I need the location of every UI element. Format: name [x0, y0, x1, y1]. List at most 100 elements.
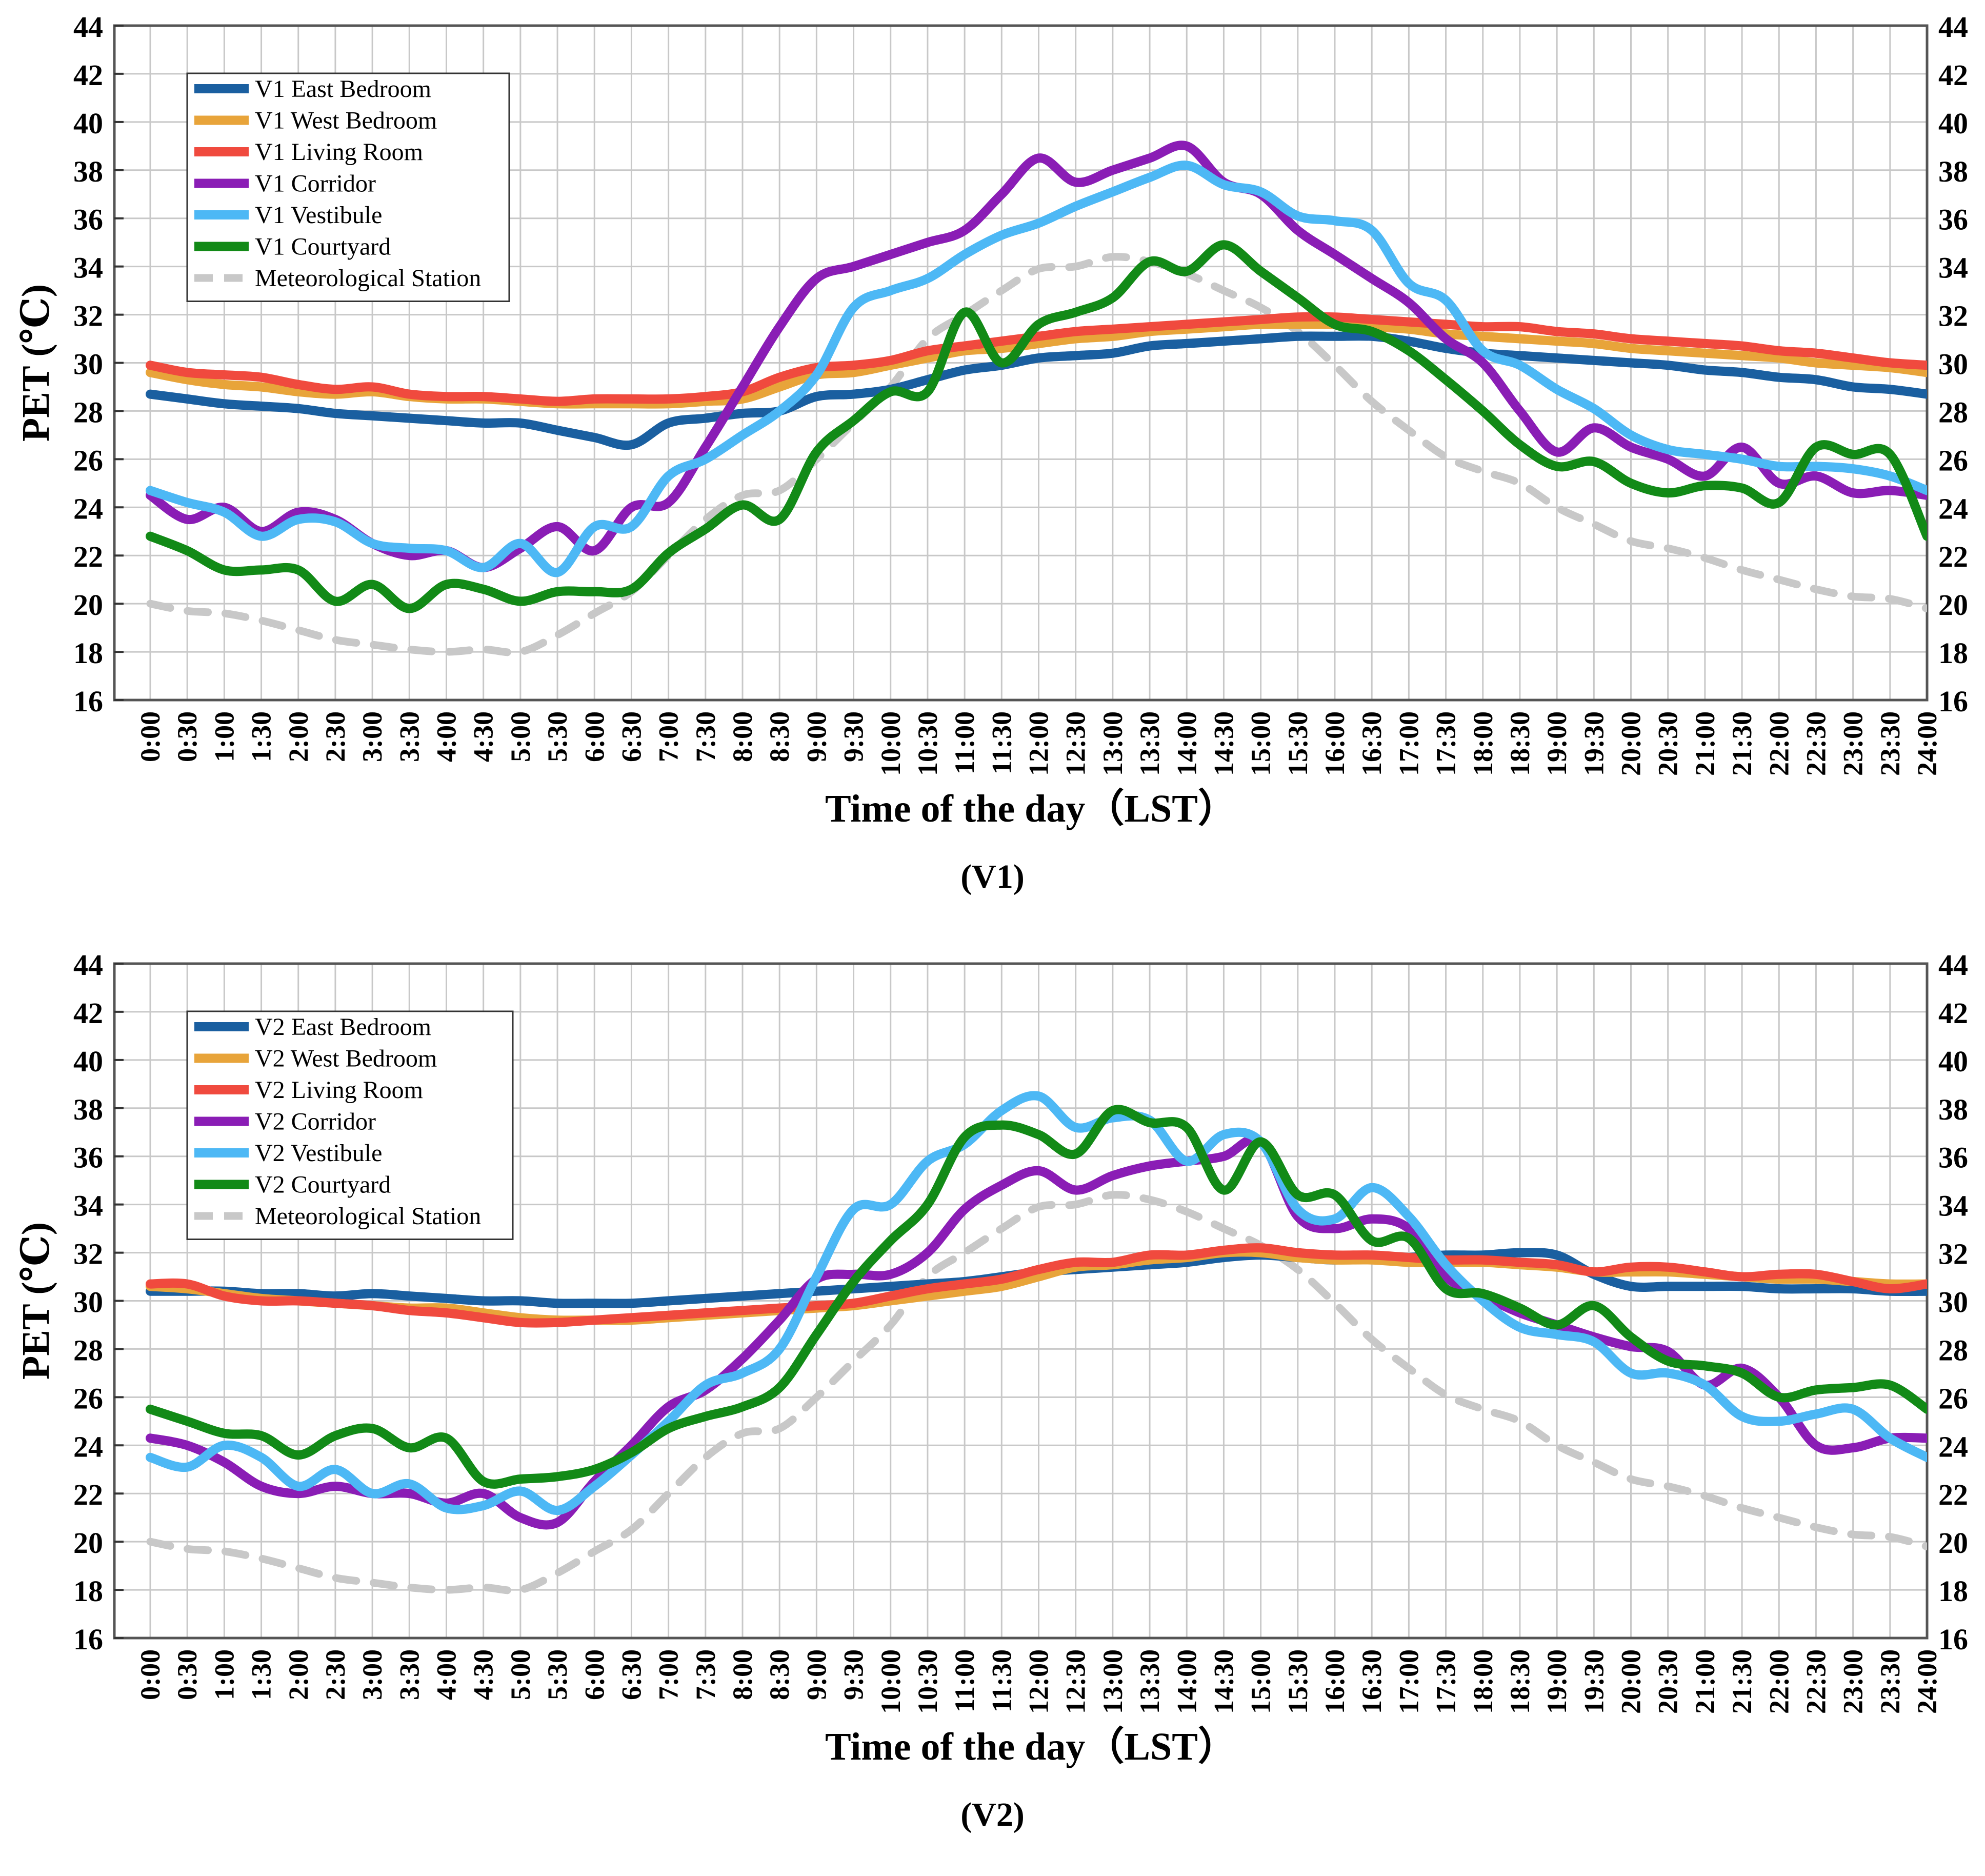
y-tick-label-right: 32	[1938, 1238, 1968, 1271]
x-tick-label: 4:00	[431, 1649, 462, 1700]
legend-label: V2 Living Room	[255, 1076, 423, 1104]
x-tick-label: 1:30	[246, 711, 277, 762]
chart-caption-v2: (V2)	[960, 1796, 1025, 1833]
x-tick-label: 5:00	[505, 1649, 536, 1700]
y-tick-label-right: 24	[1938, 492, 1968, 525]
x-tick-label: 16:00	[1319, 1649, 1350, 1714]
x-tick-label: 3:30	[394, 1649, 425, 1700]
x-tick-label: 20:30	[1653, 1649, 1683, 1714]
x-tick-label: 2:30	[320, 711, 351, 762]
x-tick-label: 22:00	[1763, 1649, 1794, 1714]
y-tick-label-left: 38	[73, 1093, 103, 1126]
x-tick-label: 9:30	[838, 1649, 869, 1700]
x-tick-label: 22:00	[1763, 711, 1794, 776]
legend-label: V1 Corridor	[255, 170, 376, 197]
x-tick-label: 1:00	[209, 711, 239, 762]
y-tick-label-left: 34	[73, 1189, 103, 1223]
x-tick-label: 19:30	[1578, 1649, 1609, 1714]
series-line-v1-living-room	[146, 312, 1927, 406]
x-tick-label: 7:00	[653, 1649, 684, 1700]
x-tick-label: 0:30	[172, 1649, 203, 1700]
x-tick-label: 0:00	[135, 711, 166, 762]
y-tick-label-left: 26	[73, 1382, 103, 1415]
x-tick-label: 12:30	[1060, 711, 1091, 776]
x-tick-label: 20:00	[1616, 1649, 1647, 1714]
y-tick-label-right: 44	[1938, 948, 1968, 982]
y-tick-label-left: 24	[73, 1430, 103, 1463]
y-tick-label-right: 36	[1938, 1141, 1968, 1174]
x-tick-label: 1:30	[246, 1649, 277, 1700]
y-tick-label-left: 18	[73, 636, 103, 670]
x-tick-label: 20:30	[1653, 711, 1683, 776]
y-tick-label-left: 28	[73, 1333, 103, 1367]
x-tick-label: 15:30	[1282, 711, 1313, 776]
y-tick-label-left: 40	[73, 107, 103, 140]
x-tick-label: 11:30	[986, 711, 1017, 774]
x-tick-label: 23:00	[1838, 711, 1869, 776]
y-tick-label-right: 40	[1938, 1045, 1968, 1078]
y-tick-label-right: 32	[1938, 300, 1968, 333]
x-tick-label: 22:30	[1800, 1649, 1831, 1714]
x-tick-label: 23:00	[1838, 1649, 1869, 1714]
y-tick-label-left: 26	[73, 444, 103, 477]
x-tick-label: 16:30	[1356, 1649, 1387, 1714]
chart-v2: 16 16 18 18 20 20 22 22 24 24 26 26 28 28 30 30 32 32 34 34…	[14, 948, 1968, 1768]
x-tick-label: 13:00	[1097, 711, 1128, 776]
x-tick-label: 6:30	[616, 711, 647, 762]
y-tick-label-left: 44	[73, 948, 103, 982]
x-tick-label: 13:00	[1097, 1649, 1128, 1714]
legend-label: V1 Vestibule	[255, 202, 382, 229]
x-tick-label: 17:30	[1431, 711, 1461, 776]
y-tick-label-right: 42	[1938, 996, 1968, 1030]
series-line-v2-courtyard	[146, 1105, 1927, 1489]
y-axis-title: PET (℃)	[14, 284, 57, 442]
x-tick-label: 19:00	[1541, 711, 1572, 776]
x-tick-label: 4:00	[431, 711, 462, 762]
x-tick-label: 7:30	[690, 1649, 721, 1700]
y-tick-label-right: 28	[1938, 395, 1968, 429]
legend-label: Meteorological Station	[255, 1203, 481, 1230]
y-tick-label-right: 22	[1938, 540, 1968, 573]
y-tick-label-right: 26	[1938, 444, 1968, 477]
x-tick-label: 5:00	[505, 711, 536, 762]
x-tick-label: 6:30	[616, 1649, 647, 1700]
x-tick-label: 8:30	[764, 1649, 795, 1700]
y-tick-label-right: 36	[1938, 203, 1968, 236]
x-tick-label: 18:30	[1505, 711, 1535, 776]
y-tick-label-right: 38	[1938, 1093, 1968, 1126]
legend-label: V2 West Bedroom	[255, 1045, 437, 1072]
x-tick-label: 23:30	[1875, 1649, 1906, 1714]
x-tick-label: 11:30	[986, 1649, 1017, 1712]
y-tick-label-left: 36	[73, 203, 103, 236]
series-line-v2-vestibule	[146, 1091, 1927, 1515]
x-tick-label: 12:00	[1024, 711, 1054, 776]
x-tick-label: 4:30	[468, 711, 499, 762]
chart-panel-v2: 16 16 18 18 20 20 22 22 24 24 26 26 28 28 30 30 32 32 34 34…	[0, 938, 1985, 1876]
y-tick-label-right: 16	[1938, 1623, 1968, 1656]
y-tick-label-right: 30	[1938, 348, 1968, 381]
y-tick-label-right: 34	[1938, 1189, 1968, 1223]
x-tick-label: 10:30	[912, 1649, 943, 1714]
x-tick-label: 21:00	[1690, 1649, 1720, 1714]
x-tick-label: 10:00	[875, 1649, 906, 1714]
legend: V2 East Bedroom V2 West Bedroom V2 Living …	[186, 1010, 514, 1240]
x-tick-label: 7:00	[653, 711, 684, 762]
y-tick-label-left: 20	[73, 1526, 103, 1560]
x-tick-label: 19:30	[1578, 711, 1609, 776]
x-tick-label: 2:30	[320, 1649, 351, 1700]
series-line-v2-living-room	[146, 1243, 1927, 1328]
x-tick-label: 14:30	[1208, 1649, 1239, 1714]
x-tick-label: 15:00	[1246, 1649, 1276, 1714]
x-tick-label: 13:30	[1134, 1649, 1165, 1714]
y-tick-label-right: 38	[1938, 155, 1968, 188]
x-tick-label: 13:30	[1134, 711, 1165, 776]
x-tick-label: 14:30	[1208, 711, 1239, 776]
series-line-v2-corridor	[146, 1134, 1927, 1530]
y-tick-label-right: 28	[1938, 1333, 1968, 1367]
y-tick-label-right: 44	[1938, 10, 1968, 44]
x-tick-label: 9:00	[801, 711, 832, 762]
y-tick-label-left: 16	[73, 685, 103, 718]
legend: V1 East Bedroom V1 West Bedroom V1 Living …	[186, 72, 510, 302]
y-tick-label-left: 38	[73, 155, 103, 188]
y-tick-label-left: 18	[73, 1574, 103, 1608]
